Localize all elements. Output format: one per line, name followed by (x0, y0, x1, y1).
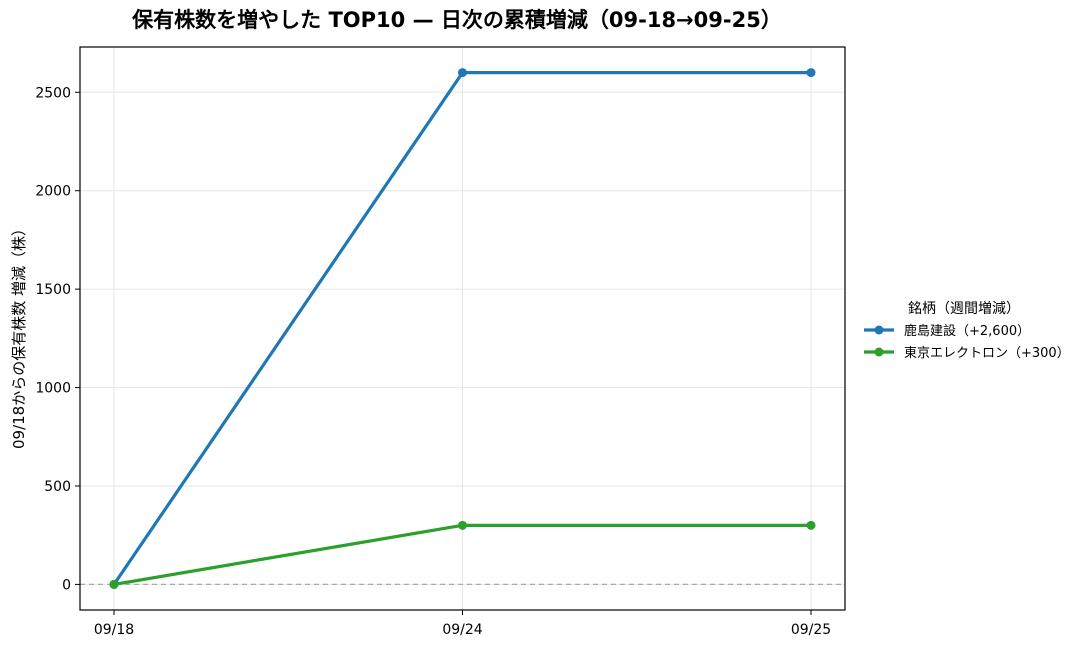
x-tick-label: 09/25 (791, 622, 831, 638)
data-point (109, 579, 119, 589)
legend: 銘柄（週間増減） 鹿島建設（+2,600） 東京エレクトロン（+300） (864, 300, 1070, 361)
y-tick-label: 1500 (35, 282, 71, 298)
legend-label: 東京エレクトロン（+300） (904, 345, 1070, 361)
y-tick-label: 2500 (35, 85, 71, 101)
y-tick-label: 2000 (35, 184, 71, 200)
legend-swatch-marker (874, 347, 884, 357)
legend-swatch-marker (874, 325, 884, 335)
grid (80, 47, 845, 610)
y-tick-label: 1000 (35, 381, 71, 397)
legend-title: 銘柄（週間増減） (908, 300, 1020, 317)
y-tick-label: 0 (62, 577, 71, 593)
y-axis: 0 500 1000 1500 2000 2500 (35, 85, 80, 593)
series (109, 520, 816, 589)
legend-label: 鹿島建設（+2,600） (904, 323, 1030, 339)
y-axis-label: 09/18からの保有株数 増減（株） (10, 221, 28, 449)
series-layer (109, 68, 816, 589)
legend-item: 鹿島建設（+2,600） (864, 323, 1030, 339)
legend-item: 東京エレクトロン（+300） (864, 345, 1070, 361)
x-axis: 09/18 09/24 09/25 (94, 610, 831, 638)
chart-title: 保有株数を増やした TOP10 — 日次の累積増減（09-18→09-25） (131, 8, 782, 32)
x-tick-label: 09/18 (94, 622, 134, 638)
x-tick-label: 09/24 (442, 622, 482, 638)
data-point (458, 520, 467, 530)
data-point (806, 68, 816, 78)
y-tick-label: 500 (44, 479, 71, 495)
data-point (806, 520, 816, 530)
data-point (458, 68, 467, 78)
